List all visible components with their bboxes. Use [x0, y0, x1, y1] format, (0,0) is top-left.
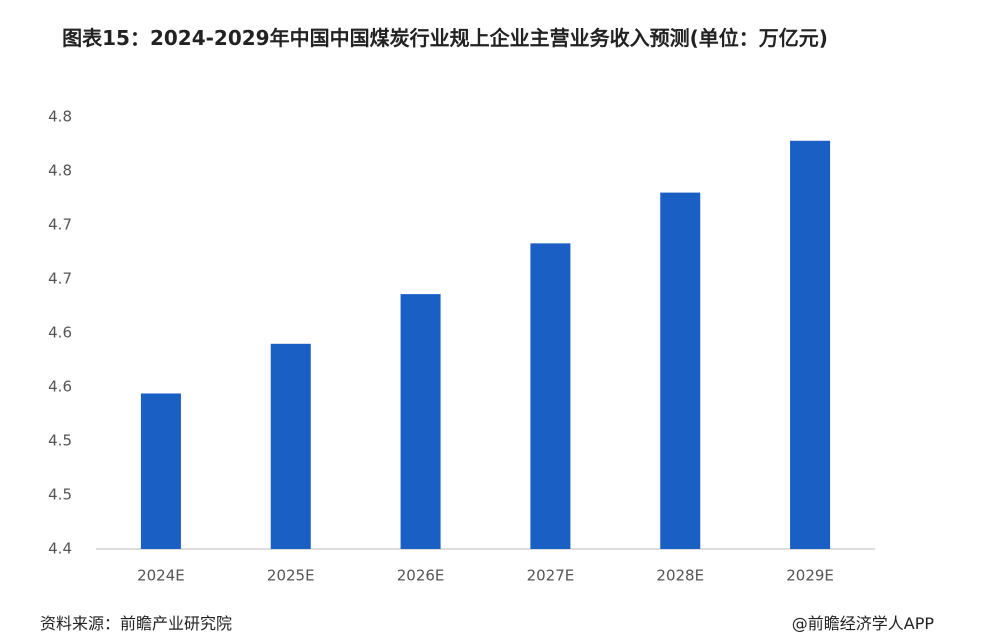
y-tick-label: 4.5: [48, 486, 72, 504]
y-tick-label: 4.7: [48, 216, 72, 234]
x-tick-label: 2027E: [527, 567, 575, 585]
x-tick-label: 2025E: [267, 567, 315, 585]
x-tick-label: 2028E: [656, 567, 704, 585]
bar: [530, 243, 571, 550]
y-tick-label: 4.8: [48, 162, 72, 180]
bar: [790, 140, 831, 549]
y-tick-label: 4.6: [48, 378, 72, 396]
bar: [140, 393, 181, 549]
y-tick-label: 4.4: [48, 540, 72, 558]
y-tick-label: 4.6: [48, 324, 72, 342]
y-tick-label: 4.8: [48, 108, 72, 126]
chart-title: 图表15：2024-2029年中国中国煤炭行业规上企业主营业务收入预测(单位：万…: [62, 26, 828, 50]
y-tick-label: 4.7: [48, 270, 72, 288]
bar: [660, 192, 701, 549]
bar: [400, 294, 441, 549]
x-tick-label: 2024E: [137, 567, 185, 585]
chart: 4.4 4.5 4.5 4.6 4.6 4.7 4.7 4.8 4.8 2024E 2025E 202…: [48, 108, 875, 585]
x-tick-label: 2029E: [786, 567, 834, 585]
y-tick-label: 4.5: [48, 432, 72, 450]
x-tick-label: 2026E: [397, 567, 445, 585]
brand-note: @前瞻经济学人APP: [791, 614, 934, 633]
bar: [270, 343, 311, 549]
source-note: 资料来源：前瞻产业研究院: [40, 614, 233, 633]
